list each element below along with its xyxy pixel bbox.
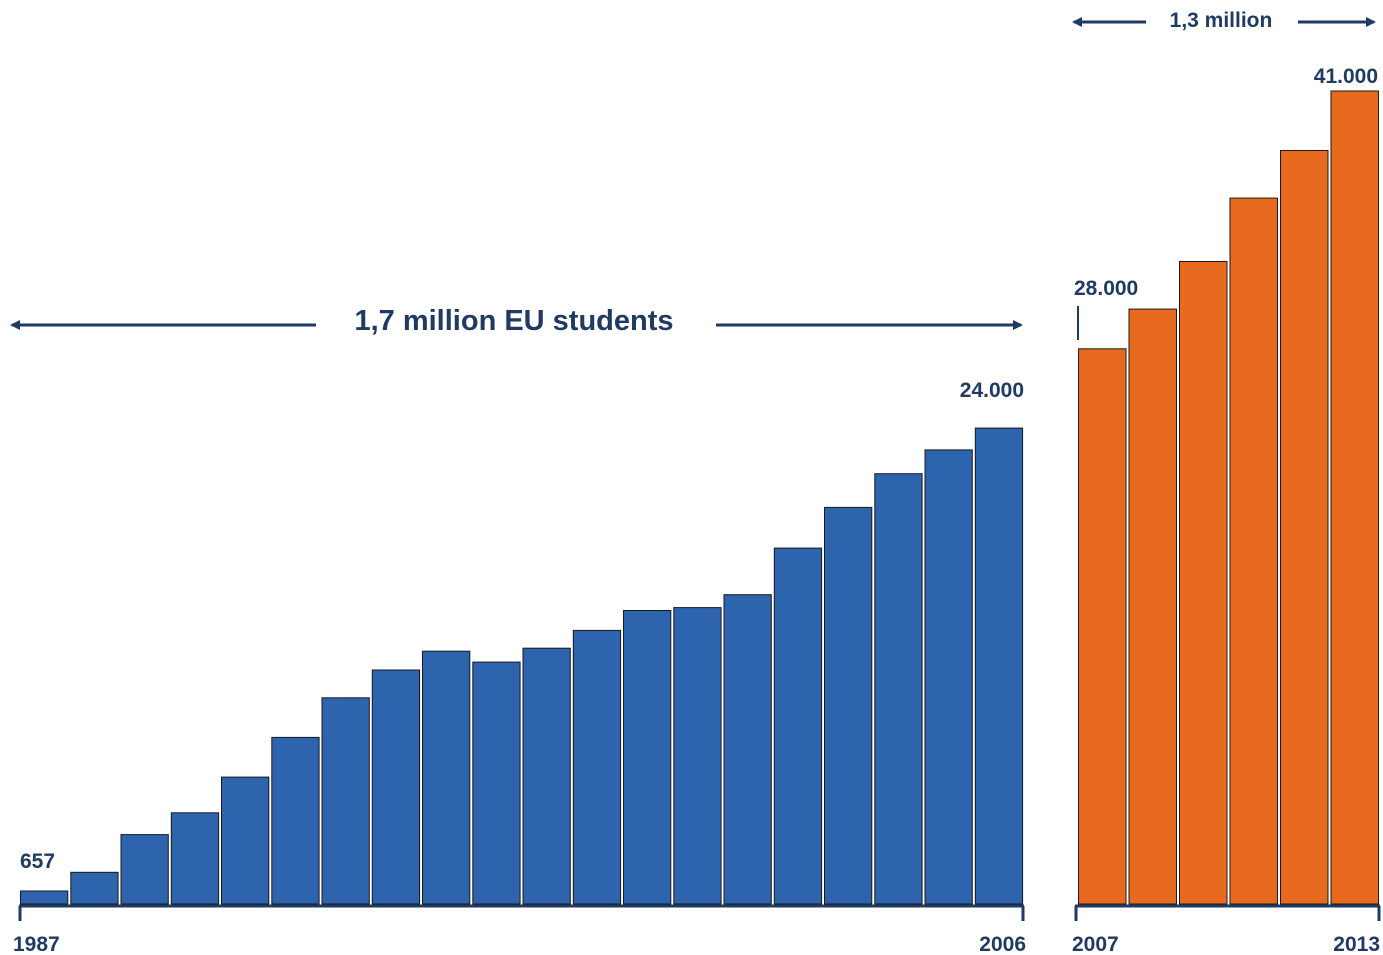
right-last-value-label: 41.000 (1314, 65, 1378, 88)
left-bar-1997 (523, 648, 570, 904)
left-span-label: 1,7 million EU students (354, 305, 673, 337)
right-bars (1079, 91, 1379, 904)
left-x-start-label: 1987 (13, 933, 60, 955)
left-bar-1991 (222, 777, 269, 904)
right-x-start-label: 2007 (1072, 933, 1119, 955)
left-bar-1988 (71, 872, 118, 904)
right-span-label: 1,3 million (1170, 9, 1273, 32)
left-bar-2001 (724, 595, 771, 904)
left-bar-1990 (171, 813, 218, 904)
left-bar-2004 (875, 474, 922, 904)
left-bar-1998 (573, 630, 620, 904)
left-bar-1987 (21, 891, 68, 904)
left-bar-1992 (272, 737, 319, 904)
right-bar-2008 (1129, 309, 1177, 904)
left-bar-1996 (473, 662, 520, 904)
left-bars (21, 428, 1023, 904)
right-bar-2009 (1180, 262, 1228, 905)
left-bar-1989 (121, 835, 168, 904)
left-x-end-label: 2006 (979, 933, 1026, 955)
left-bar-1995 (423, 651, 470, 904)
left-bar-1993 (322, 698, 369, 904)
right-bar-2011 (1281, 151, 1329, 905)
left-bar-2006 (975, 428, 1022, 904)
left-bar-2002 (774, 548, 821, 904)
right-first-value-label: 28.000 (1074, 277, 1138, 300)
left-bar-1994 (372, 670, 419, 904)
left-bar-2003 (825, 507, 872, 904)
left-last-value-label: 24.000 (960, 379, 1024, 402)
right-bar-2007 (1079, 349, 1127, 904)
left-bar-2000 (674, 608, 721, 904)
right-bar-2010 (1230, 198, 1278, 904)
left-bar-1999 (624, 611, 671, 905)
right-x-end-label: 2013 (1333, 933, 1380, 955)
left-first-value-label: 657 (20, 850, 55, 873)
left-bar-2005 (925, 450, 972, 904)
right-bar-2012 (1331, 91, 1379, 904)
